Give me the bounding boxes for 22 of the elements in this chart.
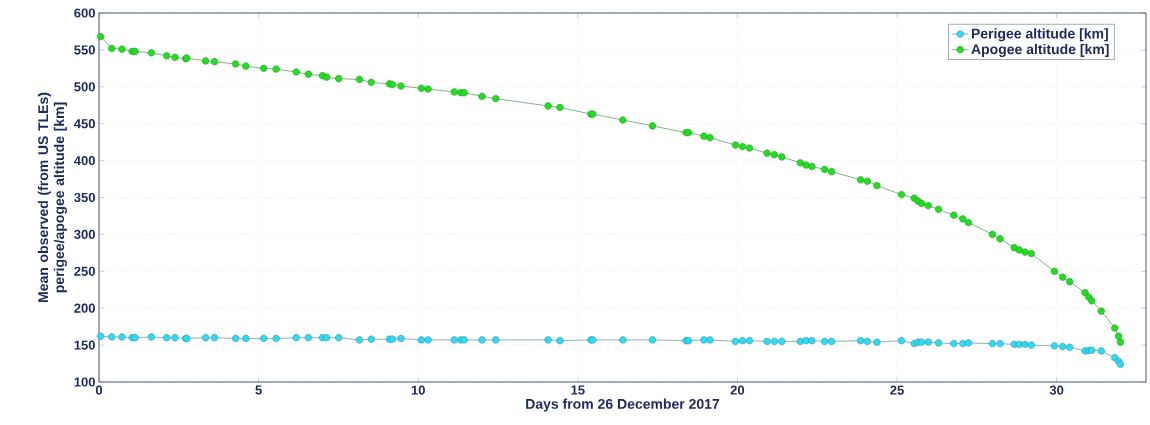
y-tick-label: 400	[73, 156, 95, 166]
x-tick-label: 25	[890, 385, 904, 395]
x-axis-title: Days from 26 December 2017	[526, 398, 720, 412]
y-tick-label: 300	[74, 229, 95, 240]
y-tick-label: 450	[73, 119, 95, 129]
x-tick-label: 15	[571, 385, 585, 395]
y-axis-title: Mean observed (from US TLEs) perigee/apogee altitude [km]	[37, 92, 67, 302]
y-tick-label: 500	[74, 82, 95, 92]
y-tick-label: 550	[74, 45, 95, 55]
y-tick-label: 200	[74, 303, 95, 313]
x-tick-label: 10	[411, 385, 425, 395]
x-tick-label: 0	[95, 385, 103, 395]
y-tick-label: 350	[74, 192, 95, 203]
y-tick-label: 100	[74, 377, 95, 387]
x-tick-label: 30	[1049, 385, 1064, 395]
x-tick-label: 5	[255, 385, 262, 395]
legend-label: Apogee altitude [km]	[971, 43, 1109, 57]
y-tick-label: 250	[74, 266, 95, 276]
y-tick-label: 600	[74, 8, 95, 18]
y-tick-label: 150	[74, 340, 95, 350]
legend-label: Perigee altitude [km]	[971, 28, 1108, 42]
x-tick-label: 20	[730, 385, 745, 395]
